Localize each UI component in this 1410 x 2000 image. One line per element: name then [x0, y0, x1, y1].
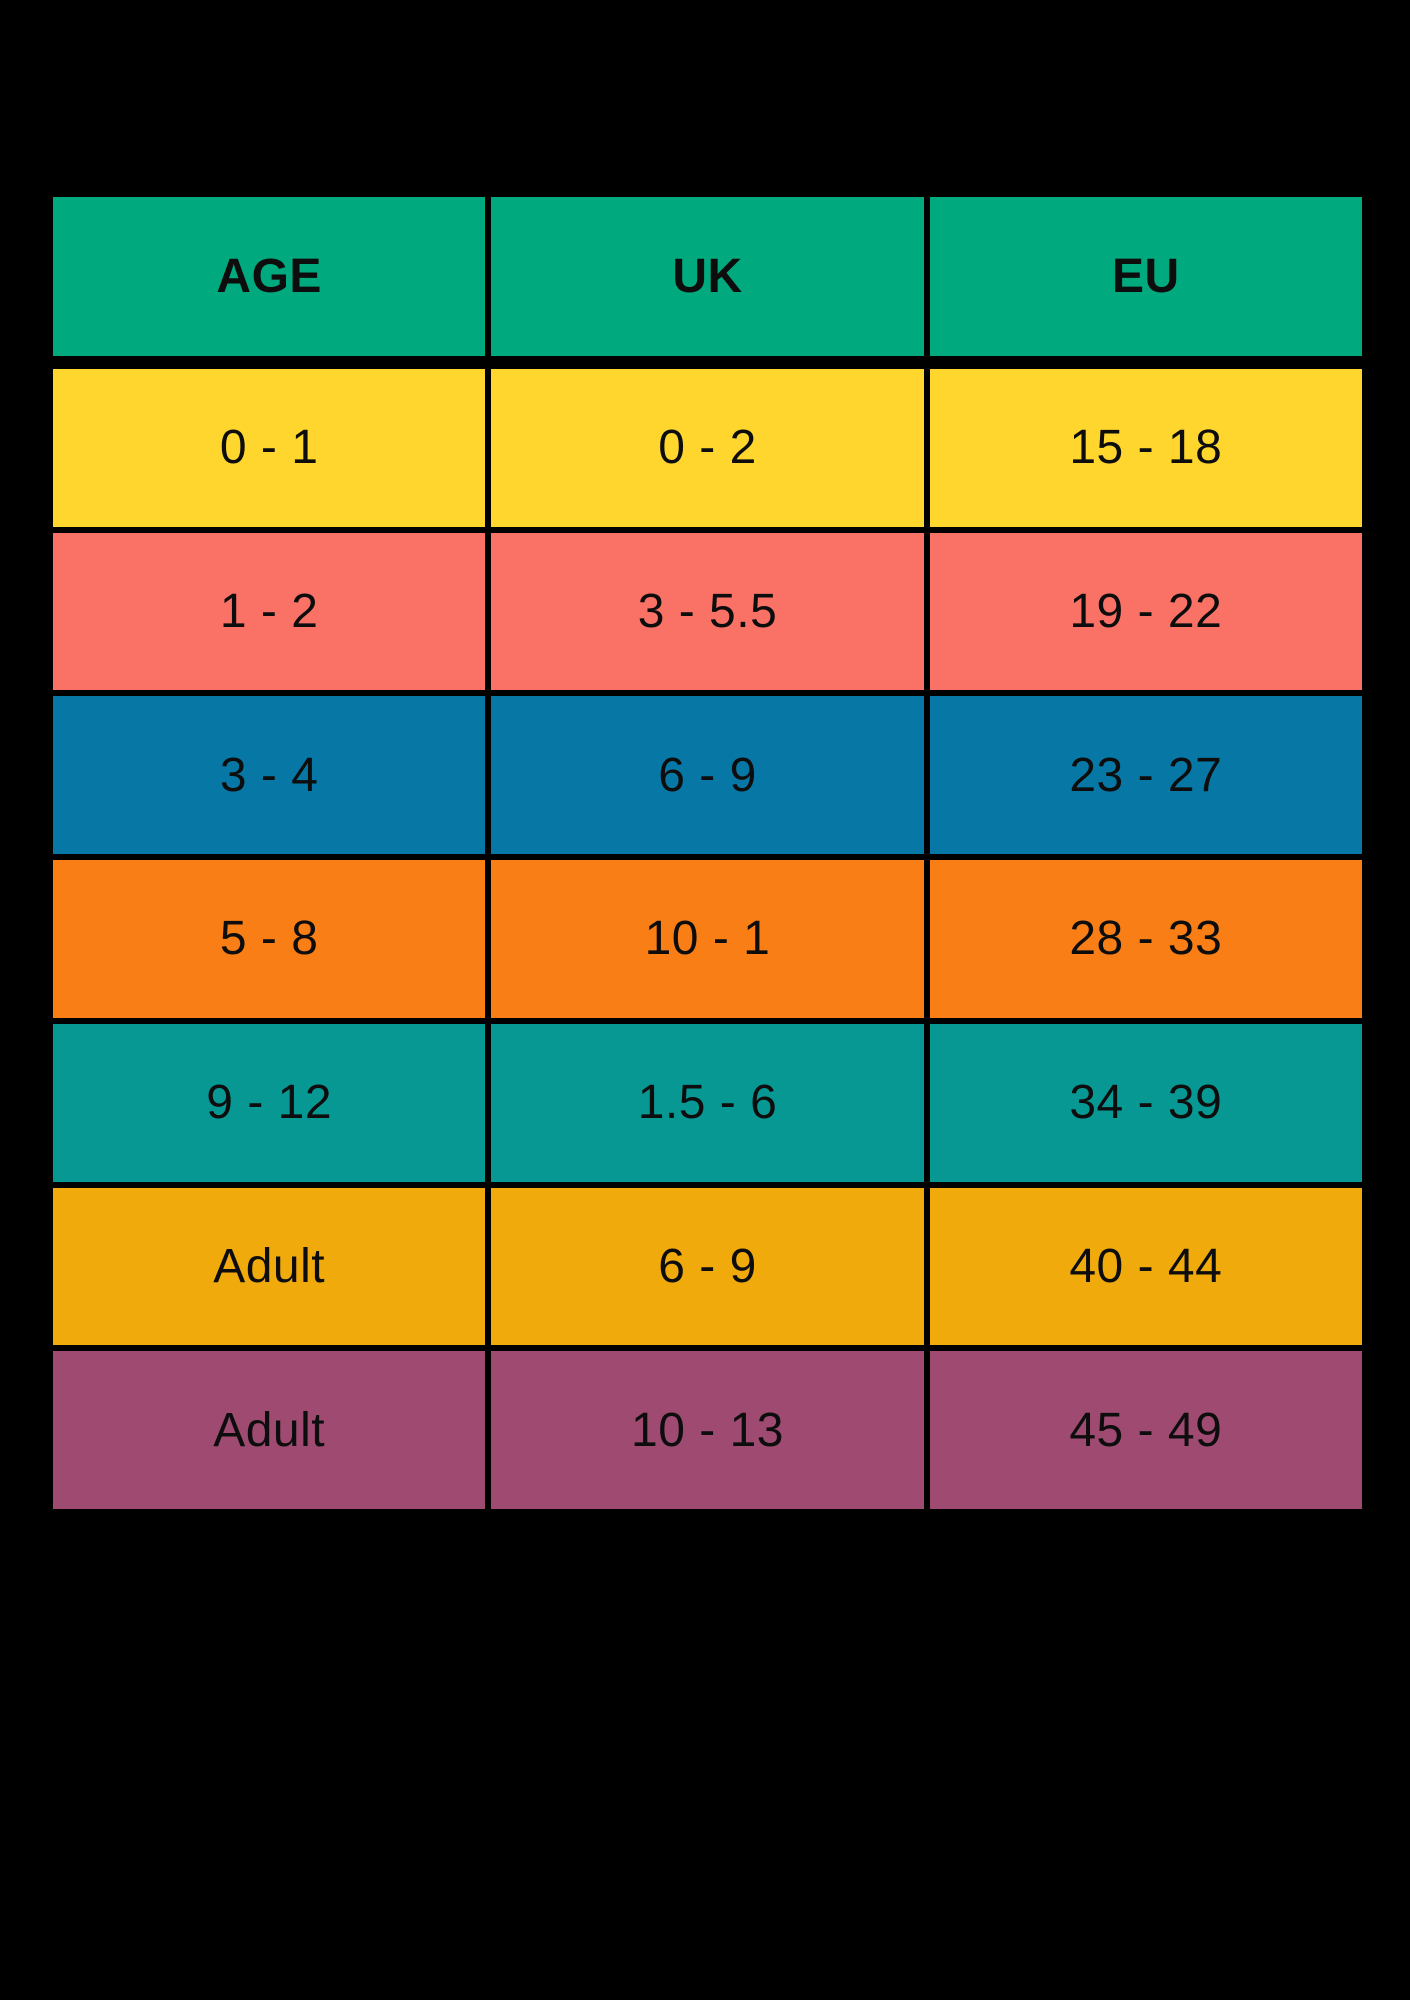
age-cell: 0 - 1 [53, 369, 486, 527]
age-cell: Adult [53, 1187, 486, 1346]
eu-cell: 34 - 39 [929, 1023, 1362, 1182]
age-cell: 1 - 2 [53, 532, 486, 691]
age-cell: 5 - 8 [53, 860, 486, 1018]
header-cell-age: AGE [53, 197, 486, 363]
uk-cell: 6 - 9 [491, 696, 924, 855]
uk-cell: 10 - 13 [491, 1351, 924, 1509]
eu-cell: 45 - 49 [929, 1351, 1362, 1509]
uk-cell: 10 - 1 [491, 860, 924, 1018]
age-cell: 3 - 4 [53, 696, 486, 855]
eu-cell: 28 - 33 [929, 860, 1362, 1018]
eu-cell: 19 - 22 [929, 532, 1362, 691]
uk-cell: 6 - 9 [491, 1187, 924, 1346]
eu-cell: 40 - 44 [929, 1187, 1362, 1346]
header-cell-eu: EU [929, 197, 1362, 363]
uk-cell: 1.5 - 6 [491, 1023, 924, 1182]
size-chart-table: AGE UK EU 0 - 1 0 - 2 15 - 18 1 - 2 3 - … [53, 197, 1362, 1509]
uk-cell: 0 - 2 [491, 369, 924, 527]
eu-cell: 23 - 27 [929, 696, 1362, 855]
uk-cell: 3 - 5.5 [491, 532, 924, 691]
header-cell-uk: UK [491, 197, 924, 363]
age-cell: 9 - 12 [53, 1023, 486, 1182]
eu-cell: 15 - 18 [929, 369, 1362, 527]
age-cell: Adult [53, 1351, 486, 1509]
